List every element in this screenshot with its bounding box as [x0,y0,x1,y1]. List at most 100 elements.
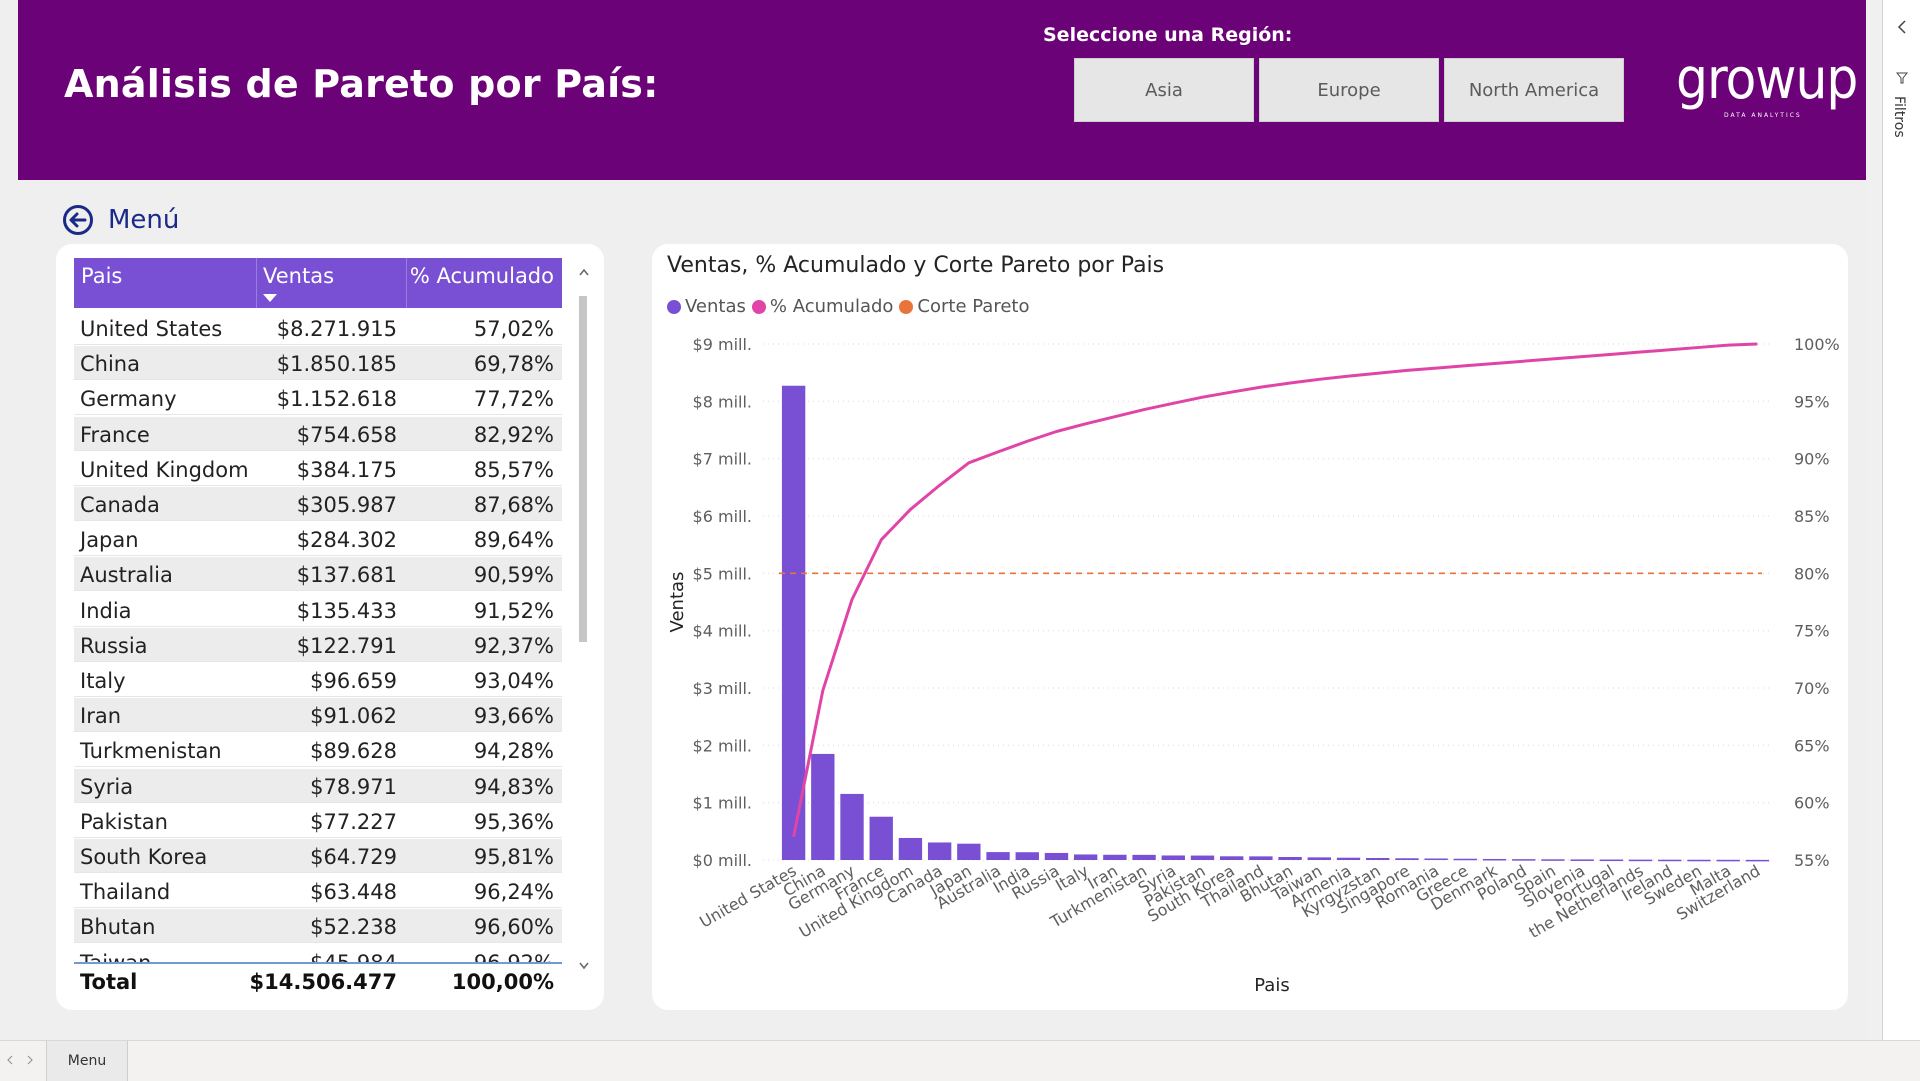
bar-ventas[interactable] [986,852,1010,860]
table-row[interactable]: Japan $284.302 89,64% [74,522,562,557]
col-header-pais[interactable]: Pais [81,264,123,288]
table-row[interactable]: Russia $122.791 92,37% [74,627,562,662]
bar-ventas[interactable] [1424,858,1448,861]
table-row[interactable]: France $754.658 82,92% [74,416,562,451]
table-row[interactable]: United States $8.271.915 57,02% [74,311,562,345]
table-row[interactable]: Germany $1.152.618 77,72% [74,381,562,416]
cell-acumulado: 96,60% [473,915,554,940]
cell-pais: Australia [80,563,173,588]
table-row[interactable]: Pakistan $77.227 95,36% [74,804,562,838]
bar-ventas[interactable] [1541,859,1565,861]
total-label: Total [80,970,138,994]
filters-label[interactable]: Filtros [1891,96,1907,138]
bar-ventas[interactable] [1599,859,1624,862]
cell-ventas: $96.659 [310,669,397,693]
filter-icon [1896,72,1908,84]
cell-ventas: $754.658 [296,422,397,447]
scroll-up-icon[interactable] [579,268,589,276]
bar-ventas[interactable] [1512,859,1536,861]
bar-ventas[interactable] [1395,858,1419,860]
table-scrollbar[interactable] [579,262,589,972]
legend-item-corte[interactable]: Corte Pareto [899,296,1029,317]
bar-ventas[interactable] [1687,859,1711,862]
cell-pais: Syria [80,774,134,799]
table-row[interactable]: Thailand $63.448 96,24% [74,874,562,909]
bar-ventas[interactable] [1073,854,1098,860]
cell-acumulado: 91,52% [473,598,554,623]
cell-acumulado: 96,24% [473,880,554,905]
y2-tick-label: 95% [1794,392,1830,411]
table-row[interactable]: Syria $78.971 94,83% [74,768,562,803]
legend-item-ventas[interactable]: Ventas [667,296,746,317]
bar-ventas[interactable] [1307,857,1331,860]
table-row[interactable]: Iran $91.062 93,66% [74,698,562,733]
bar-ventas[interactable] [1658,859,1682,862]
region-button-asia[interactable]: Asia [1074,58,1254,122]
bar-ventas[interactable] [1220,856,1244,860]
scroll-down-icon[interactable] [579,962,589,970]
table-row[interactable]: India $135.433 91,52% [74,593,562,627]
bar-ventas[interactable] [1745,859,1770,862]
table-row[interactable]: China $1.850.185 69,78% [74,346,562,381]
bar-ventas[interactable] [811,753,835,860]
cell-acumulado: 85,57% [473,457,554,482]
bar-ventas[interactable] [1161,855,1185,860]
table-scroll-thumb[interactable] [579,296,587,642]
table-row[interactable]: Turkmenistan $89.628 94,28% [74,733,562,768]
next-page-icon[interactable] [26,1055,34,1065]
bar-ventas[interactable] [1628,859,1653,862]
table-header: Pais Ventas % Acumulado [74,258,562,308]
bar-ventas[interactable] [781,385,806,860]
cell-ventas: $1.850.185 [276,352,397,377]
region-button-north-america[interactable]: North America [1444,58,1624,122]
col-header-ventas[interactable]: Ventas [263,264,335,288]
page-tab-menu[interactable]: Menu [46,1041,128,1081]
y-tick-label: $2 mill. [693,736,752,755]
table-row[interactable]: South Korea $64.729 95,81% [74,839,562,873]
col-header-acumulado[interactable]: % Acumulado [409,264,554,288]
table-row[interactable]: United Kingdom $384.175 85,57% [74,452,562,486]
y-tick-label: $0 mill. [693,851,752,870]
prev-page-icon[interactable] [6,1055,14,1065]
bar-ventas[interactable] [1366,857,1390,860]
table-row[interactable]: Australia $137.681 90,59% [74,557,562,592]
bar-ventas[interactable] [1044,852,1069,860]
table-row[interactable]: Taiwan $45.984 96,92% [74,945,562,965]
bar-ventas[interactable] [1249,856,1273,860]
table-row[interactable]: Bhutan $52.238 96,60% [74,909,562,944]
cell-acumulado: 94,83% [473,774,554,799]
chevron-left-icon[interactable] [1897,20,1907,34]
bar-ventas[interactable] [1190,855,1215,860]
bar-ventas[interactable] [927,842,952,860]
legend-dot-acumulado [751,299,766,314]
bar-ventas[interactable] [1716,859,1740,862]
filters-pane[interactable]: Filtros [1882,0,1920,1040]
bar-ventas[interactable] [898,837,923,860]
bar-ventas[interactable] [1453,858,1478,861]
y-tick-label: $4 mill. [693,622,752,641]
table-total-row: Total $14.506.477 100,00% [74,962,562,1000]
y-tick-label: $9 mill. [693,335,752,354]
bar-ventas[interactable] [1132,854,1156,860]
acumulado-line[interactable] [792,342,1758,838]
bar-ventas[interactable] [1103,854,1127,860]
region-button-europe[interactable]: Europe [1259,58,1439,122]
bar-ventas[interactable] [1570,859,1594,861]
legend-item-acumulado[interactable]: % Acumulado [751,296,893,317]
total-ventas: $14.506.477 [249,970,397,994]
table-row[interactable]: Italy $96.659 93,04% [74,663,562,697]
bar-ventas[interactable] [869,816,893,860]
menu-back-button[interactable]: Menú [62,204,179,236]
table-row[interactable]: Canada $305.987 87,68% [74,487,562,521]
bar-ventas[interactable] [1482,858,1507,861]
bar-ventas[interactable] [1336,857,1361,860]
cell-ventas: $384.175 [296,457,397,482]
bar-ventas[interactable] [1278,857,1302,860]
report-canvas: Análisis de Pareto por País: Seleccione … [18,0,1866,1010]
bar-ventas[interactable] [1015,852,1039,860]
bar-ventas[interactable] [957,843,981,860]
y-tick-label: $1 mill. [693,794,752,813]
bar-ventas[interactable] [840,793,864,860]
cell-acumulado: 82,92% [473,422,554,447]
pareto-chart: $0 mill. $1 mill. $2 mill. $3 mill. $4 mill.… [667,335,1840,996]
